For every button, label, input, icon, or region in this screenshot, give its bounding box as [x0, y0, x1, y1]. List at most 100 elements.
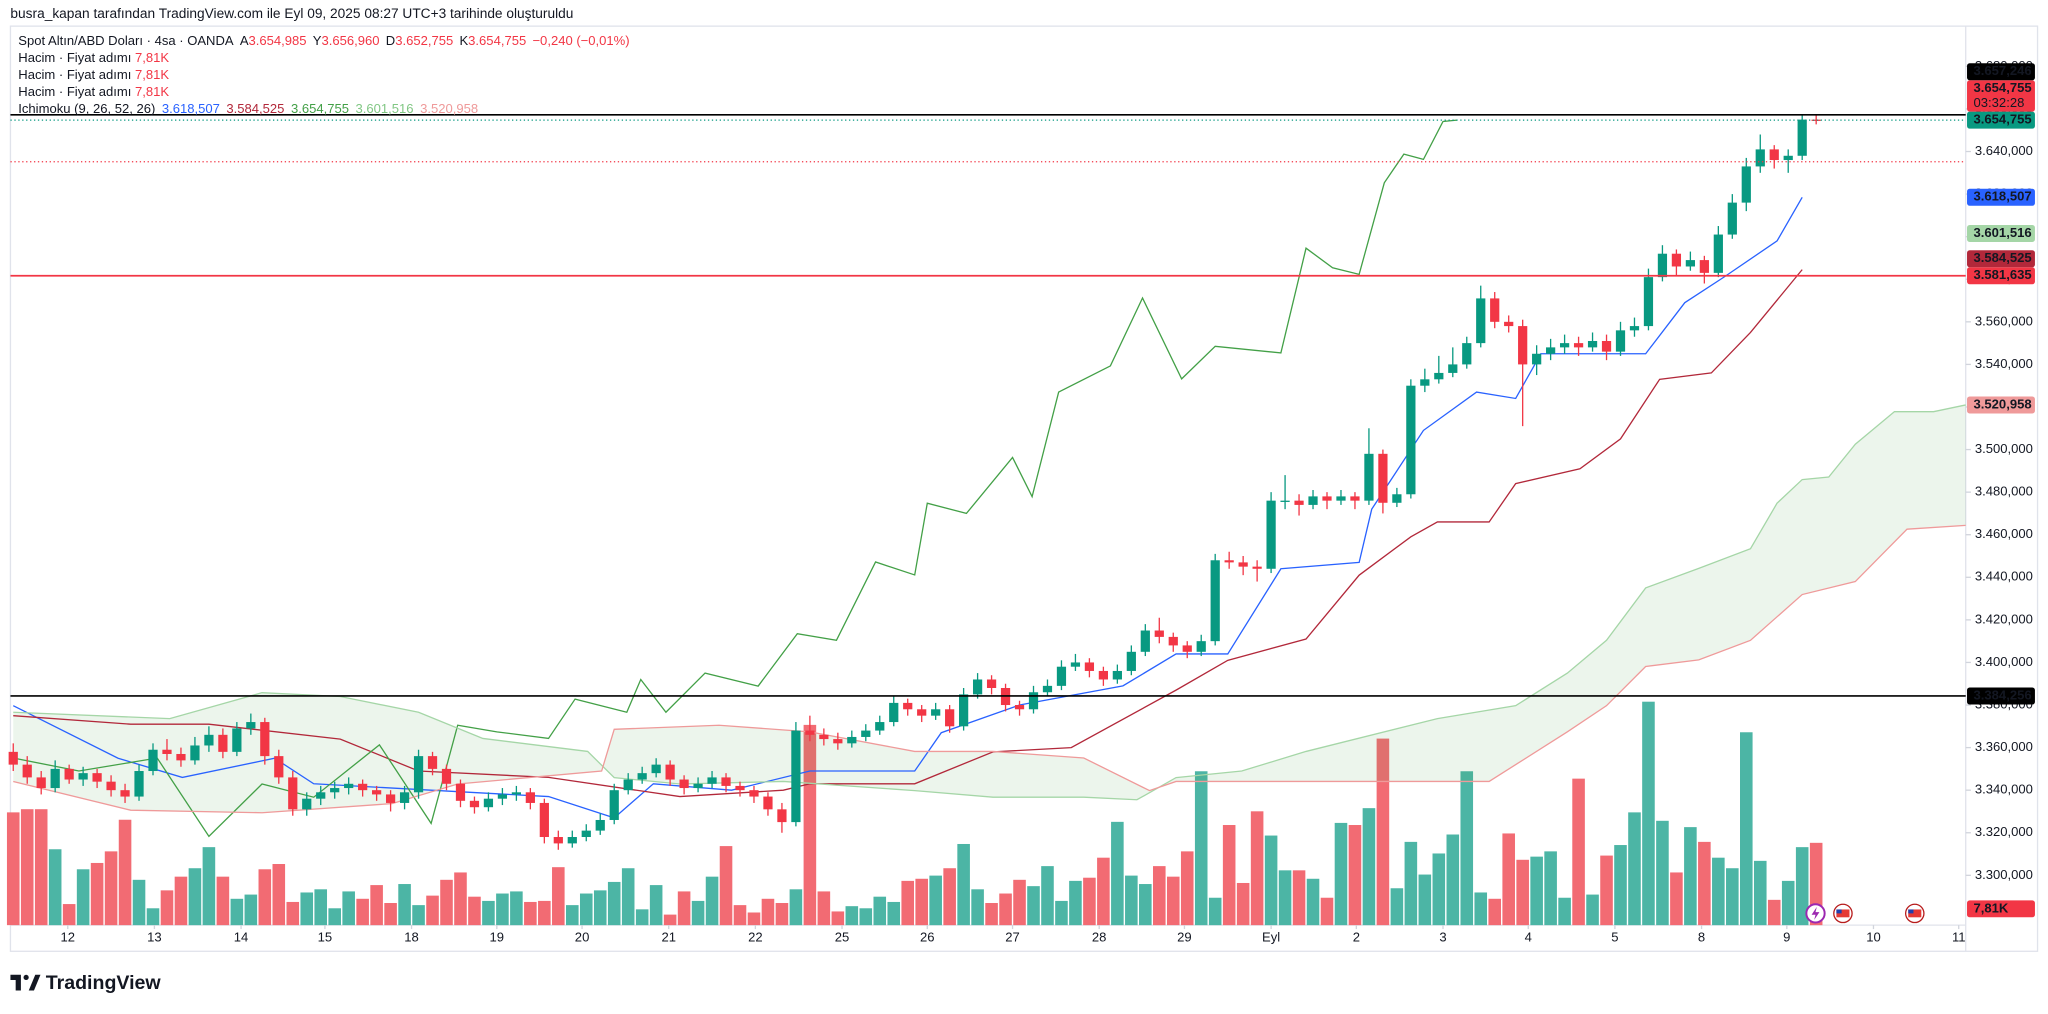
volume-bar	[440, 879, 453, 926]
candle-body	[399, 792, 410, 803]
price-label: 3.520,958	[1974, 396, 2032, 411]
price-label: 3.601,516	[1974, 225, 2032, 240]
candle-body	[330, 788, 340, 793]
candle-body	[1671, 253, 1682, 267]
x-tick-label: 22	[748, 930, 763, 945]
volume-bar	[1055, 900, 1068, 926]
candle-body	[36, 777, 46, 789]
price-label: 3.384,256	[1974, 687, 2032, 702]
volume-bar	[1474, 892, 1488, 926]
volume-bar	[1795, 847, 1809, 926]
volume-name: Hacim · Fiyat adımı	[18, 50, 131, 65]
candle-body	[274, 756, 284, 778]
candle-body	[106, 781, 116, 791]
candle-body	[763, 796, 773, 810]
candle-body	[1685, 260, 1695, 267]
price-label: 3.584,525	[1974, 250, 2032, 265]
ichimoku-legend: Ichimoku (9, 26, 52, 26) 3.618,507 3.584,5…	[18, 101, 478, 116]
volume-bar	[1460, 771, 1474, 926]
volume-bar	[524, 901, 537, 926]
x-tick-label: 20	[575, 930, 590, 945]
volume-bar	[971, 889, 984, 926]
volume-bar	[733, 905, 747, 926]
ichimoku-line	[13, 269, 1803, 798]
volume-bar	[803, 724, 817, 926]
ohlc-key: A	[240, 33, 249, 48]
candle-body	[1070, 662, 1081, 667]
candle-body	[92, 773, 102, 782]
candle-body	[1224, 560, 1234, 563]
price-label: 3.618,507	[1974, 189, 2032, 204]
legend-main: Spot Altın/ABD Doları · 4sa · OANDA A3.6…	[18, 33, 629, 48]
candle-body	[1755, 149, 1765, 167]
volume-bar	[1362, 808, 1376, 926]
volume-bar	[496, 893, 509, 926]
candle-body	[1350, 496, 1360, 501]
candle-body	[1182, 645, 1192, 652]
volume-bar	[244, 894, 258, 926]
candle-body	[917, 709, 927, 716]
candle-body	[372, 790, 382, 795]
volume-bar	[761, 898, 775, 926]
price-label-bg	[1967, 396, 2035, 414]
volume-bar	[1278, 870, 1292, 926]
x-tick-label: 9	[1783, 930, 1790, 945]
volume-value: 7,81K	[135, 84, 169, 99]
candle-body	[791, 730, 801, 823]
volume-bar	[691, 900, 705, 926]
candle-body	[8, 751, 18, 765]
candle-body	[581, 830, 591, 838]
candle-body	[469, 800, 480, 808]
candle-body	[1476, 298, 1486, 344]
flag-glyph	[1908, 909, 1914, 914]
candle-body	[134, 771, 144, 797]
price-label-bg	[1967, 63, 2035, 81]
volume-bar	[1166, 876, 1180, 926]
candle-body	[78, 773, 88, 780]
volume-bar	[1642, 701, 1655, 926]
volume-bar	[48, 849, 62, 926]
volume-bar	[999, 893, 1012, 926]
volume-bar	[230, 898, 244, 926]
volume-bar	[887, 901, 901, 926]
candle-body	[162, 749, 172, 754]
candle-body	[1392, 494, 1402, 503]
candle-body	[1266, 500, 1276, 569]
volume-bar	[188, 868, 202, 926]
y-tick-label: 3.540,000	[1975, 356, 2033, 371]
candle-body	[1546, 347, 1556, 354]
candle-body	[693, 783, 703, 789]
x-tick-label: 27	[1005, 930, 1020, 945]
volume-bar	[300, 892, 314, 926]
volume-bar	[775, 903, 789, 926]
price-label: 3.654,755	[1974, 80, 2032, 95]
ohlc-value: 3.654,985	[249, 33, 307, 48]
price-label: 3.581,635	[1974, 267, 2032, 282]
candle-body	[511, 792, 521, 795]
volume-bar	[1418, 874, 1432, 926]
candle-body	[665, 764, 675, 780]
volume-bar	[1376, 738, 1390, 926]
candle-body	[1783, 155, 1793, 161]
x-tick-label: 11	[1952, 930, 1966, 945]
volume-bar	[468, 896, 481, 926]
candle-body	[1014, 705, 1025, 710]
candle-body	[232, 728, 242, 752]
candle-body	[972, 679, 983, 695]
volume-bar	[1712, 857, 1725, 926]
candle-body	[595, 819, 605, 831]
volume-bar	[1586, 894, 1599, 926]
candle-body	[1504, 321, 1514, 327]
volume-bar	[1488, 898, 1502, 926]
change: −0,240 (−0,01%)	[532, 33, 629, 48]
candle-body	[679, 779, 689, 789]
volume-bar	[160, 890, 174, 926]
volume-bar	[412, 905, 425, 926]
volume-bar	[384, 903, 397, 926]
x-tick-label: 8	[1698, 930, 1705, 945]
x-tick-label: 4	[1525, 930, 1532, 945]
volume-bar	[1097, 857, 1110, 926]
volume-bar	[1781, 880, 1795, 926]
candle-body	[1238, 562, 1248, 567]
candle-body	[1294, 500, 1304, 505]
